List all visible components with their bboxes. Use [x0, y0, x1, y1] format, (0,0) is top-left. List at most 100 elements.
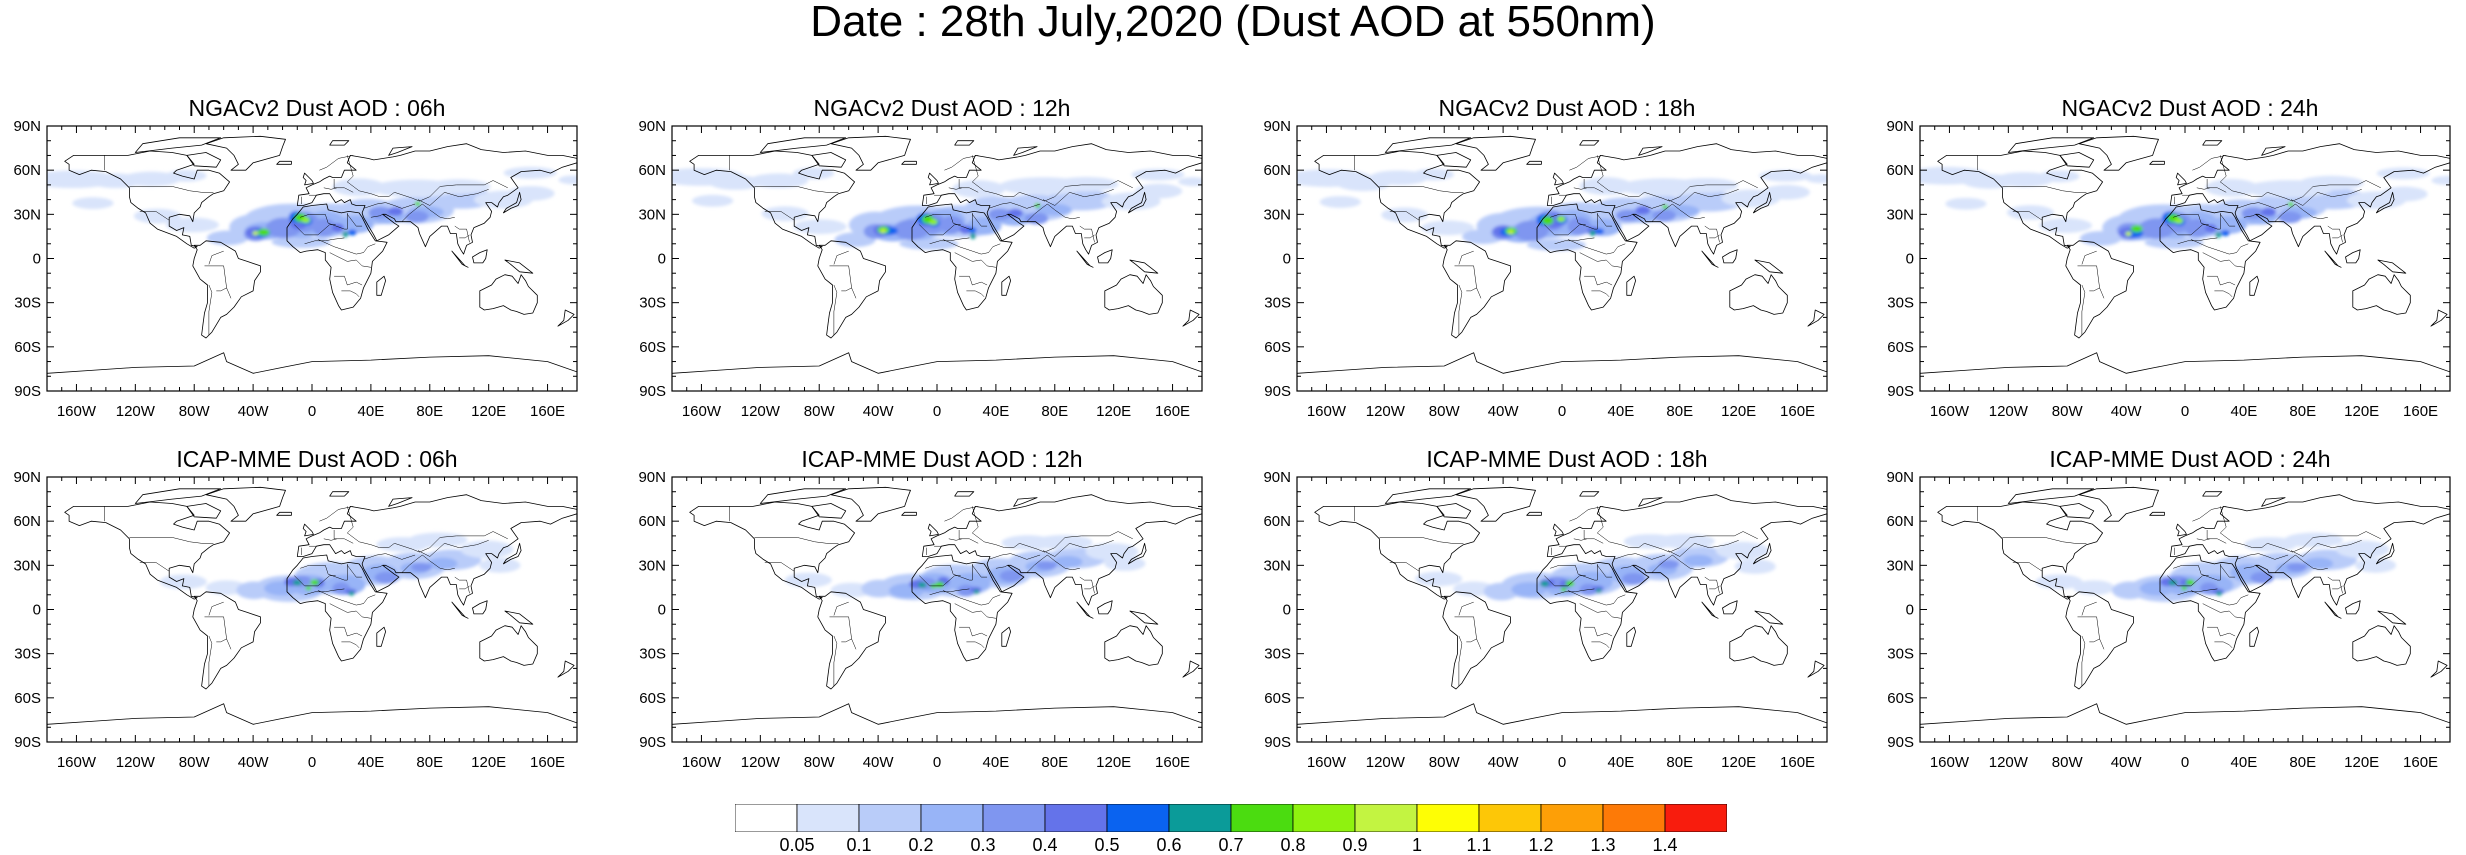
coastline-greenland [1455, 486, 1536, 522]
map-panel: NGACv2 Dust AOD : 06h 90N 60N 30N 0 30S 60S 90S… [13, 95, 587, 420]
coastline-eurasia [2169, 143, 2450, 255]
lat-tick-label: 90N [638, 118, 666, 135]
country-border [829, 265, 857, 299]
colorbar-swatch [982, 803, 1046, 833]
dust-plume [692, 194, 734, 207]
country-border [2089, 638, 2100, 643]
colorbar-swatch [1354, 803, 1418, 833]
country-border [370, 565, 389, 570]
dust-plume [1652, 209, 1676, 222]
coastline-borneo [472, 600, 488, 615]
country-borders [1977, 506, 2381, 687]
coastline-australia [1104, 625, 1163, 666]
country-border [216, 638, 227, 643]
country-border [208, 250, 224, 265]
world-map: 90N 60N 30N 0 30S 60S 90S 160W 120W 80W 40W 0 40E 80E… [1263, 469, 1828, 771]
lat-tick-label: 0 [1283, 602, 1291, 619]
lat-tick-label: 30S [14, 646, 41, 663]
dust-plume [388, 206, 403, 216]
dust-plume [2038, 170, 2080, 183]
dust-plume [1945, 197, 1987, 210]
country-border [942, 590, 1001, 606]
dust-plume [72, 197, 114, 210]
country-border [925, 212, 973, 230]
lat-tick-label: 60N [1263, 162, 1291, 179]
world-map: 90N 60N 30N 0 30S 60S 90S 160W 120W 80W 40W 0 40E 80E… [13, 469, 578, 771]
lat-tick-label: 60S [1887, 339, 1914, 356]
dust-plume [1683, 554, 1713, 567]
coastline-novaya-zemlya [2261, 497, 2286, 507]
country-border [300, 563, 348, 581]
coastline-uk [1552, 523, 1564, 537]
coastline-novaya-zemlya [1013, 146, 1038, 156]
lon-tick-label: 160W [1930, 403, 1970, 420]
colorbar-label: 0.8 [1280, 835, 1306, 855]
country-border [1379, 186, 1464, 193]
coastline-eurasia [921, 143, 1202, 255]
country-border [1389, 562, 1420, 572]
country-border [208, 284, 213, 336]
dust-plume [1762, 184, 1810, 200]
lon-tick-label: 80E [2289, 754, 2316, 771]
country-border [1573, 187, 1588, 190]
lon-tick-label: 0 [308, 754, 316, 771]
coastlines [672, 135, 1202, 391]
country-border [1651, 203, 1705, 222]
lon-tick-label: 80W [1429, 403, 1461, 420]
lat-tick-label: 30N [13, 206, 41, 223]
lon-tick-label: 80E [416, 754, 443, 771]
coastline-japan [1128, 542, 1147, 565]
country-border [459, 234, 470, 239]
dust-plume [411, 562, 432, 572]
lon-tick-label: 80E [416, 403, 443, 420]
lon-tick-label: 40W [2111, 403, 2143, 420]
lon-tick-label: 80E [1041, 403, 1068, 420]
coastline-madagascar [376, 275, 386, 296]
colorbar-label: 0.5 [1094, 835, 1120, 855]
country-border [833, 284, 838, 336]
country-border [417, 189, 489, 206]
dust-plume [2205, 224, 2217, 233]
panel-title: ICAP-MME Dust AOD : 24h [2049, 446, 2331, 472]
country-border [323, 538, 338, 541]
coastline-iceland [1526, 511, 1542, 516]
country-border [1458, 635, 1463, 687]
dust-plume [310, 579, 320, 586]
coastline-madagascar [1001, 626, 1011, 647]
country-border [347, 565, 363, 578]
lat-tick-label: 30S [1887, 295, 1914, 312]
colorbar-swatch [1106, 803, 1170, 833]
colorbar-label: 1.2 [1528, 835, 1554, 855]
country-border [972, 214, 988, 227]
dust-plume [2250, 571, 2274, 584]
dust-plume [2303, 557, 2334, 570]
coastline-madagascar [1626, 275, 1636, 296]
country-border [1596, 506, 1758, 553]
coastline-japan [2376, 542, 2395, 565]
dust-plume [1556, 216, 1566, 222]
dust-plume [405, 210, 429, 223]
lon-tick-label: 160E [1155, 403, 1190, 420]
coastline-svalbard [954, 140, 975, 146]
country-border [2012, 211, 2043, 221]
lon-tick-label: 120E [2344, 403, 2379, 420]
country-border [1569, 155, 1604, 171]
lat-tick-label: 60S [639, 690, 666, 707]
lon-tick-label: 160E [1780, 403, 1815, 420]
coastline-uk [302, 172, 314, 186]
country-border [1569, 506, 1604, 522]
map-panel: NGACv2 Dust AOD : 18h 90N 60N 30N 0 30S 60S 90S… [1263, 95, 1837, 420]
coastline-antarctica [672, 352, 1202, 391]
coastline-antarctica [1920, 352, 2450, 391]
coastline-eurasia [921, 494, 1202, 606]
country-borders [729, 506, 1133, 687]
panel-title: NGACv2 Dust AOD : 12h [813, 95, 1071, 121]
country-border [2190, 239, 2249, 255]
lat-tick-label: 30N [1886, 206, 1914, 223]
country-border [2219, 155, 2381, 202]
coastline-australia [479, 625, 538, 666]
coastline-iceland [901, 160, 917, 165]
country-border [948, 187, 963, 190]
lon-tick-label: 40E [983, 754, 1010, 771]
coastline-africa [911, 203, 1013, 311]
